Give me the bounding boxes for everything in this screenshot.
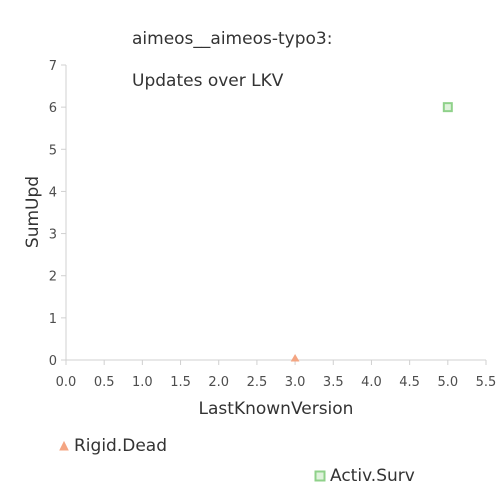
x-tick-label: 4.0	[361, 375, 382, 390]
chart-title-line-2: Updates over LKV	[132, 71, 284, 91]
legend-label-rigid-dead: Rigid.Dead	[74, 436, 168, 456]
x-tick-label: 1.5	[170, 375, 191, 390]
x-tick-label: 3.5	[323, 375, 344, 390]
x-tick-label: 3.0	[285, 375, 306, 390]
x-axis-title: LastKnownVersion	[199, 399, 354, 419]
chart-title: aimeos__aimeos-typo3: Updates over LKV	[132, 8, 492, 113]
axes	[65, 65, 486, 361]
x-ticks: 0.0 0.5 1.0 1.5 2.0 2.5 3.0 3.5 4.0 4.5 5.0 5.5	[56, 360, 497, 390]
x-tick-label: 2.5	[247, 375, 268, 390]
triangle-marker-icon	[59, 440, 69, 451]
square-marker-icon	[314, 470, 326, 482]
y-tick-label: 6	[49, 101, 57, 116]
x-tick-label: 2.0	[208, 375, 229, 390]
y-tick-label: 4	[49, 185, 57, 200]
x-tick-label: 1.0	[132, 375, 153, 390]
legend-label-activ-surv: Activ.Surv	[330, 466, 415, 486]
x-tick-label: 5.0	[437, 375, 458, 390]
x-tick-label: 0.5	[94, 375, 115, 390]
legend-item-rigid-dead: Rigid.Dead	[58, 436, 167, 456]
y-tick-label: 5	[49, 143, 57, 158]
y-tick-label: 2	[49, 270, 57, 285]
y-tick-label: 7	[49, 59, 57, 74]
x-tick-label: 5.5	[476, 375, 497, 390]
data-points	[290, 102, 453, 362]
data-point-rigid-dead	[290, 354, 300, 362]
x-tick-label: 4.5	[399, 375, 420, 390]
data-point-activ-surv	[442, 102, 453, 113]
y-ticks: 0 1 2 3 4 5 6 7	[49, 59, 66, 369]
y-tick-label: 0	[49, 354, 57, 369]
x-tick-label: 0.0	[56, 375, 77, 390]
chart-title-line-1: aimeos__aimeos-typo3:	[132, 29, 333, 49]
legend-item-activ-surv: Activ.Surv	[314, 466, 415, 486]
y-tick-label: 1	[49, 312, 57, 327]
y-tick-label: 3	[49, 228, 57, 243]
y-axis-title: SumUpd	[23, 176, 43, 248]
